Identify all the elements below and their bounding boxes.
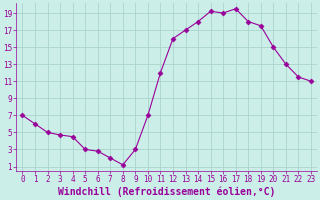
X-axis label: Windchill (Refroidissement éolien,°C): Windchill (Refroidissement éolien,°C) <box>58 187 276 197</box>
